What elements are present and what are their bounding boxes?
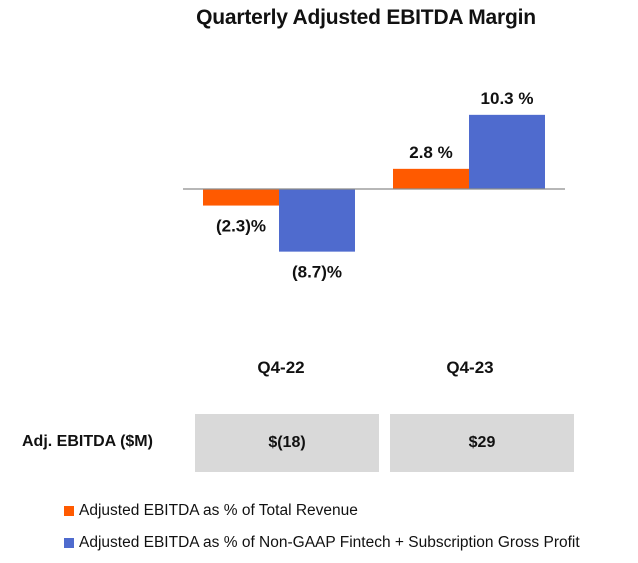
table-row-label: Adj. EBITDA ($M): [22, 433, 153, 450]
legend-item-gross-profit: Adjusted EBITDA as % of Non-GAAP Fintech…: [64, 534, 580, 552]
bar-q4-23-series-2: [469, 114, 545, 189]
bar-q4-22-series-2: [279, 189, 355, 252]
bar-q4-22-series-1: [203, 189, 279, 206]
chart-title: Quarterly Adjusted EBITDA Margin: [196, 6, 536, 29]
legend-label: Adjusted EBITDA as % of Non-GAAP Fintech…: [79, 534, 580, 551]
legend-swatch-orange: [64, 506, 74, 516]
category-label-q4-22: Q4-22: [257, 358, 305, 377]
category-label-q4-23: Q4-23: [446, 358, 494, 377]
table-cell-q4-22: $(18): [195, 414, 379, 472]
data-label-q4-23-series-2: 10.3 %: [481, 89, 534, 108]
legend-item-total-revenue: Adjusted EBITDA as % of Total Revenue: [64, 502, 358, 520]
table-cell-q4-23: $29: [390, 414, 574, 472]
bar-q4-23-series-1: [393, 168, 469, 189]
data-label-q4-23-series-1: 2.8 %: [409, 143, 452, 162]
bar-chart: (2.3)% (8.7)% 2.8 % 10.3 %: [183, 89, 565, 282]
legend-swatch-blue: [64, 538, 74, 548]
data-label-q4-22-series-1: (2.3)%: [216, 217, 266, 236]
data-label-q4-22-series-2: (8.7)%: [292, 263, 342, 282]
legend-label: Adjusted EBITDA as % of Total Revenue: [79, 502, 358, 519]
